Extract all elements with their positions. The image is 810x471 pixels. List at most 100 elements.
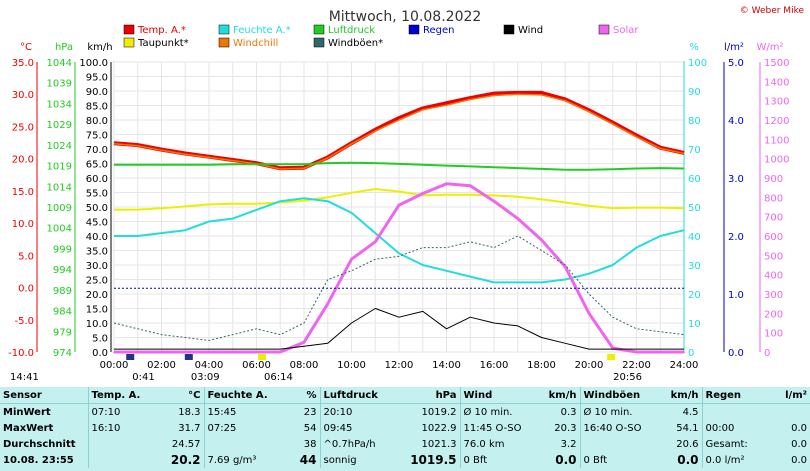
y-tick-label: 20 bbox=[688, 290, 701, 301]
y-tick-label: 60 bbox=[688, 174, 701, 185]
stats-cell: 07:10 bbox=[87, 403, 148, 420]
stats-cell: 0.3 bbox=[560, 406, 577, 418]
y-tick-label: 1400 bbox=[764, 77, 789, 88]
stats-cell: Ø 10 min. bbox=[579, 403, 652, 420]
y-tick-label: 0.0 bbox=[92, 348, 108, 359]
y-tick-label: 10 bbox=[688, 319, 701, 330]
series-line bbox=[113, 235, 685, 341]
stats-cell: 4.5 bbox=[682, 406, 699, 418]
stats-cell bbox=[87, 436, 148, 452]
y-tick-label: 20.0 bbox=[86, 290, 108, 301]
stats-cell bbox=[701, 403, 764, 420]
stats-cell: Regen bbox=[701, 387, 764, 404]
stats-cell: 11:45 O-SO bbox=[459, 420, 532, 436]
stats-cell: 20.6 bbox=[676, 438, 699, 450]
y-tick-label: -5.0 bbox=[14, 316, 34, 327]
y-tick-label: 800 bbox=[764, 193, 783, 204]
y-tick-label: 1500 bbox=[764, 58, 789, 69]
y-tick-label: 55.0 bbox=[86, 189, 108, 200]
legend-label: Solar bbox=[613, 25, 639, 36]
legend-item: Temp. A.* bbox=[123, 24, 186, 36]
legend-label: Wind bbox=[518, 25, 543, 36]
y-tick-label: 30.0 bbox=[86, 261, 108, 272]
y-tick-label: 1029 bbox=[47, 120, 72, 131]
stats-cell: 15:45 bbox=[203, 403, 268, 420]
x-tick-label: 06:00 bbox=[242, 360, 271, 371]
stats-cell: 20:10 bbox=[319, 403, 388, 420]
y-tick-label: 999 bbox=[53, 244, 72, 255]
series-line bbox=[114, 308, 684, 350]
statistics-panel: Sensor Temp. A. °C Feuchte A.% Luftdruck hPa W… bbox=[0, 387, 810, 471]
legend-swatch bbox=[503, 24, 515, 35]
y-tick-label: 989 bbox=[53, 286, 72, 297]
legend-swatch bbox=[313, 24, 325, 35]
stats-cell: km/h bbox=[652, 387, 702, 404]
stats-cell: Luftdruck bbox=[319, 387, 388, 404]
y-tick-label: 2.0 bbox=[728, 232, 744, 243]
stats-cell: Wind bbox=[459, 387, 532, 404]
stats-cell: 54 bbox=[303, 422, 317, 434]
y-tick-label: 1019 bbox=[47, 162, 72, 173]
y-axis: °C 35.0 30.0 25.0 20.0 15.0 10.0 5.0 0.0 -5.0 -10.… bbox=[8, 42, 38, 359]
stats-cell: 0.0 bbox=[555, 453, 577, 467]
y-axis: W/m²150014001300120011001000900800700600… bbox=[756, 42, 789, 359]
y-tick-label: 95.0 bbox=[86, 73, 108, 84]
stats-cell: MaxWert bbox=[3, 422, 54, 434]
stats-cell: km/h bbox=[532, 387, 580, 404]
y-tick-label: 1044 bbox=[47, 58, 72, 69]
stats-cell: % bbox=[268, 387, 320, 404]
sun-moon-marker bbox=[184, 354, 193, 360]
stats-cell: 7.69 g/m³ bbox=[203, 452, 268, 468]
sun-moon-label: 03:09 bbox=[191, 372, 220, 383]
legend: Temp. A.* Feuchte A.* Luftdruck Regen Wind So… bbox=[123, 24, 639, 49]
x-tick-label: 16:00 bbox=[480, 360, 509, 371]
stats-cell: 09:45 bbox=[319, 420, 388, 436]
legend-item: Windböen* bbox=[313, 37, 383, 49]
legend-swatch bbox=[218, 24, 230, 35]
legend-item: Windchill bbox=[218, 37, 278, 49]
legend-item: Taupunkt* bbox=[123, 37, 189, 49]
legend-swatch bbox=[598, 24, 610, 35]
legend-item: Regen bbox=[408, 24, 455, 36]
legend-label: Windböen* bbox=[328, 38, 383, 49]
y-axis: hPa 1044 1039 1034 1029 1024 1019 1014 1009 1004 9… bbox=[47, 42, 76, 359]
x-tick-label: 20:00 bbox=[575, 360, 604, 371]
y-tick-label: 80.0 bbox=[86, 116, 108, 127]
y-tick-label: 0 bbox=[688, 348, 694, 359]
y-tick-label: 1014 bbox=[47, 182, 72, 193]
stats-cell: 1019.2 bbox=[421, 406, 457, 418]
y-tick-label: 70.0 bbox=[86, 145, 108, 156]
x-tick-label: 02:00 bbox=[147, 360, 176, 371]
y-tick-label: 50 bbox=[688, 203, 701, 214]
y-tick-label: 5.0 bbox=[92, 334, 108, 345]
series-line bbox=[114, 188, 685, 211]
x-tick-label: 22:00 bbox=[622, 360, 651, 371]
stats-cell: 1021.3 bbox=[421, 438, 457, 450]
stats-cell: Sensor bbox=[0, 387, 88, 404]
stats-row: 10.08. 23:55 20.2 7.69 g/m³ 44 sonnig 1019.5 0… bbox=[0, 452, 810, 468]
y-tick-label: 979 bbox=[53, 327, 72, 338]
stats-cell: 1019.5 bbox=[410, 453, 457, 467]
stats-cell: Gesamt: bbox=[701, 436, 764, 452]
stats-cell: 76.0 km bbox=[459, 436, 532, 452]
legend-swatch bbox=[123, 24, 135, 35]
y-tick-label: 1100 bbox=[764, 135, 789, 146]
sun-moon-marker bbox=[126, 354, 135, 360]
stats-row: MaxWert 16:10 31.7 07:25 54 09:45 1022.9 11:45 … bbox=[0, 420, 810, 436]
y-tick-label: 90.0 bbox=[86, 87, 108, 98]
y-tick-label: 700 bbox=[764, 213, 783, 224]
series-line bbox=[114, 197, 685, 284]
axes: °C 35.0 30.0 25.0 20.0 15.0 10.0 5.0 0.0 -5.0 -10.… bbox=[8, 42, 789, 383]
legend-swatch bbox=[218, 37, 230, 48]
y-tick-label: 50.0 bbox=[86, 203, 108, 214]
stats-cell: 23 bbox=[303, 406, 317, 418]
series-line bbox=[114, 161, 685, 171]
y-tick-label: 75.0 bbox=[86, 131, 108, 142]
x-tick-label: 12:00 bbox=[385, 360, 414, 371]
y-tick-label: 25.0 bbox=[12, 122, 34, 133]
sun-moon-label: 0:41 bbox=[132, 372, 154, 383]
series-line bbox=[114, 182, 684, 354]
y-tick-label: 0.0 bbox=[728, 348, 744, 359]
y-tick-label: 70 bbox=[688, 145, 701, 156]
y-tick-label: 4.0 bbox=[728, 116, 744, 127]
